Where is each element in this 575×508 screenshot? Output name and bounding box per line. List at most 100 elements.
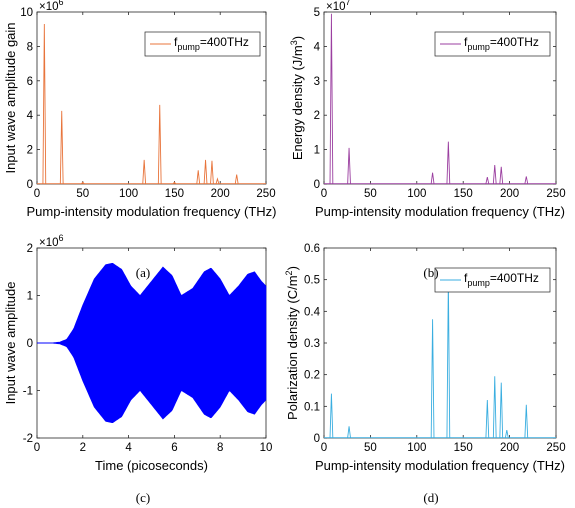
y-axis-label: Energy density (J/m3) [289, 36, 305, 160]
spectrum-peak [210, 160, 214, 184]
y-tick-label: 4 [314, 41, 321, 53]
x-tick-label: 200 [500, 188, 519, 200]
y-tick-label: 0.1 [304, 401, 320, 413]
y-axis-label: Input wave amplitude [3, 282, 18, 405]
spectrum-peak [42, 24, 47, 184]
exponent-label: ×106 [39, 0, 64, 13]
x-tick-label: 100 [407, 442, 426, 454]
spectrum-peak [492, 376, 497, 438]
chart-c: 0 2 4 6 8 10 -2 -1 0 1 2 ×106 Time (picoseconds) Inpu… [3, 233, 272, 473]
x-tick-label: 100 [407, 188, 426, 200]
y-tick-label: 8 [27, 41, 33, 53]
spectrum-peak [329, 393, 334, 438]
spectrum-peak [81, 181, 85, 185]
exponent-label: ×107 [326, 0, 351, 13]
x-tick-label: 200 [500, 442, 519, 454]
spectrum-peak [347, 426, 351, 438]
x-tick-label: 4 [125, 442, 132, 454]
x-tick-label: 2 [80, 442, 86, 454]
y-axis-label: Input wave amplitude gain [3, 22, 18, 173]
y-tick-label: 4 [27, 110, 34, 122]
spectrum-peak [485, 177, 490, 184]
y-tick-label: 2 [27, 145, 33, 157]
spectrum-peak [446, 278, 451, 438]
spectrum-peak [504, 429, 509, 438]
y-tick-label: 10 [20, 7, 33, 19]
spectrum-peak [172, 181, 177, 185]
legend-label: fpump=400THz [464, 35, 539, 52]
x-tick-label: 150 [165, 188, 184, 200]
y-tick-label: 0.6 [304, 243, 320, 255]
x-tick-label: 6 [171, 442, 177, 454]
chart-b: 0 50 100 150 200 250 0 1 2 3 4 5 ×107 Pump-intensity … [289, 0, 566, 219]
y-tick-label: 0 [314, 179, 320, 191]
x-tick-label: 250 [546, 188, 565, 200]
x-tick-label: 250 [256, 188, 275, 200]
spectrum-peak [430, 319, 435, 438]
chart-d: 0 50 100 150 200 250 0 0.1 0.2 0.3 0.4 0.5 0.6 Pump-i… [284, 243, 566, 473]
y-tick-label: 1 [314, 145, 320, 157]
x-axis-label: Pump-intensity modulation frequency (THz… [315, 204, 565, 219]
x-axis-label: Pump-intensity modulation frequency (THz… [27, 204, 277, 219]
x-tick-label: 100 [119, 188, 138, 200]
x-tick-label: 0 [321, 188, 327, 200]
x-tick-label: 0 [34, 188, 40, 200]
spectrum-peak [157, 104, 162, 184]
spectrum-peak [524, 176, 529, 184]
x-tick-label: 200 [211, 188, 230, 200]
x-tick-label: 250 [546, 442, 565, 454]
y-tick-label: 0.5 [304, 275, 320, 287]
panel-label-c: (c) [135, 490, 151, 505]
y-tick-label: 0.3 [304, 338, 320, 350]
y-axis-label: Polarization density (C/m2) [284, 266, 300, 420]
spectrum-peak [446, 141, 451, 184]
x-tick-label: 0 [321, 442, 327, 454]
y-tick-label: 6 [27, 76, 33, 88]
spectrum-peak [430, 172, 435, 184]
spectrum-peak [215, 177, 220, 184]
y-tick-label: -2 [23, 433, 33, 445]
y-tick-label: 0.2 [304, 370, 320, 382]
spectrum-peak [329, 13, 334, 184]
spectrum-peak [492, 165, 497, 184]
spectrum-peak [142, 159, 147, 184]
y-tick-label: 0 [27, 338, 33, 350]
spectrum-peak [524, 404, 529, 438]
panel-label-a: (a) [135, 265, 151, 280]
x-tick-label: 150 [454, 442, 473, 454]
y-tick-label: -1 [23, 386, 33, 398]
spectrum-peak [485, 399, 490, 438]
x-axis-label: Pump-intensity modulation frequency (THz… [315, 458, 565, 473]
legend-label: fpump=400THz [464, 271, 539, 288]
y-tick-label: 2 [314, 110, 320, 122]
y-tick-label: 3 [314, 76, 320, 88]
spectrum-peak [59, 110, 64, 184]
x-tick-label: 10 [260, 442, 273, 454]
y-tick-label: 0 [314, 433, 320, 445]
spectrum-peak [499, 382, 504, 438]
x-tick-label: 50 [364, 188, 377, 200]
y-tick-label: 5 [314, 7, 320, 19]
y-tick-label: 2 [27, 243, 33, 255]
y-tick-label: 1 [27, 291, 33, 303]
legend-label: fpump=400THz [174, 35, 249, 52]
y-tick-label: 0.4 [304, 306, 321, 318]
waveform-area [37, 263, 267, 423]
chart-a: 0 50 100 150 200 250 0 2 4 6 8 10 ×106 Pump-intensity… [3, 0, 277, 219]
x-tick-label: 0 [34, 442, 40, 454]
x-tick-label: 8 [217, 442, 223, 454]
x-tick-label: 50 [76, 188, 89, 200]
x-tick-label: 150 [454, 188, 473, 200]
panel-label-d: (d) [423, 490, 439, 505]
spectrum-peak [499, 166, 504, 184]
spectrum-peak [234, 174, 239, 184]
x-axis-label: Time (picoseconds) [95, 458, 208, 473]
x-tick-label: 50 [364, 442, 377, 454]
y-tick-label: 0 [27, 179, 33, 191]
spectrum-peak [347, 147, 351, 184]
spectrum-peak [196, 170, 201, 184]
spectrum-peak [203, 159, 208, 184]
exponent-label: ×106 [39, 233, 64, 249]
panel-label-b: (b) [423, 265, 439, 280]
